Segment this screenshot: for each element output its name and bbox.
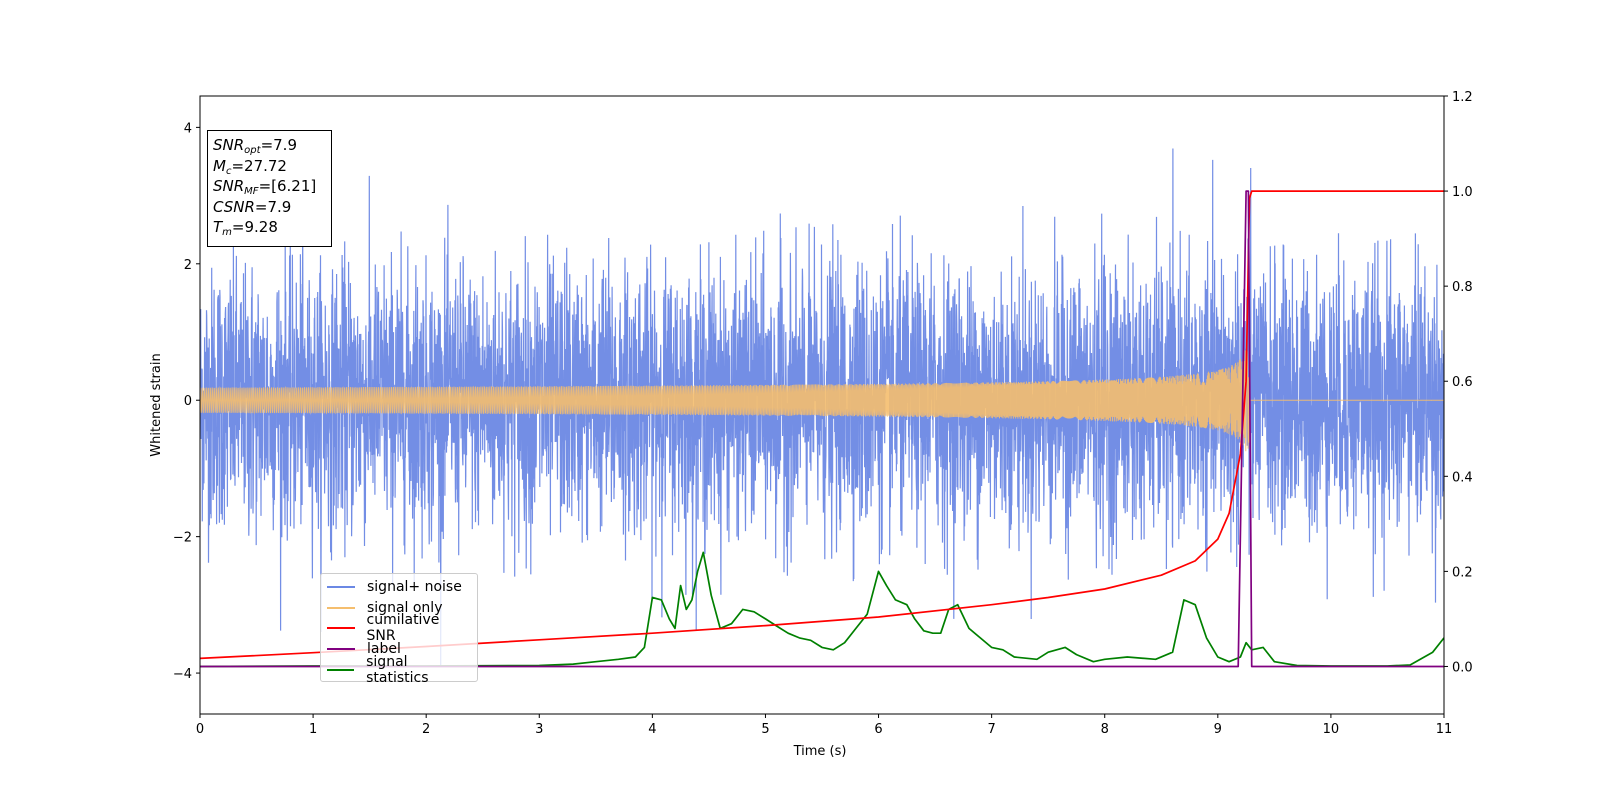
x-tick-label: 5 (761, 722, 769, 737)
legend-label: signal+ noise (367, 579, 462, 596)
y-right-tick-label: 1.0 (1452, 185, 1473, 200)
parameters-box: SNRopt=7.9 Mc=27.72 SNRMF=[6.21] CSNR=7.… (207, 130, 332, 247)
legend-swatch-noise (327, 586, 355, 589)
merger-time-value: =9.28 (231, 218, 278, 236)
x-tick-label: 6 (874, 722, 882, 737)
legend-swatch-statistics (327, 668, 355, 671)
y-left-tick-label: 4 (184, 121, 192, 136)
snr-mf-label: SNR (213, 177, 245, 195)
x-tick-label: 2 (422, 722, 430, 737)
x-tick-label: 10 (1323, 722, 1340, 737)
x-tick-label: 11 (1436, 722, 1453, 737)
snr-mf-line: SNRMF=[6.21] (213, 176, 326, 197)
y-left-tick-label: −2 (173, 531, 192, 546)
x-axis-label: Time (s) (793, 744, 847, 759)
series-signal-only (200, 350, 1444, 452)
plot-area (200, 148, 1444, 668)
csnr-line: CSNR=7.9 (213, 197, 326, 218)
y-left-axis-label: Whitened strain (149, 353, 164, 456)
series-signal-statistics (200, 551, 1444, 668)
y-left-tick-label: −4 (173, 667, 192, 682)
legend-label: signal only (367, 599, 443, 616)
y-right-tick-label: 0.8 (1452, 280, 1473, 295)
y-left-tick-label: 2 (184, 258, 192, 273)
legend: signal+ noise signal only cumilative SNR… (320, 573, 478, 686)
legend-swatch-cumulative-snr (327, 627, 355, 630)
legend-item: signal+ noise (327, 577, 471, 598)
merger-time-line: Tm=9.28 (213, 217, 326, 238)
legend-item: cumilative SNR (327, 612, 471, 644)
merger-time-label: T (213, 218, 223, 236)
y-right-tick-label: 0.0 (1452, 660, 1473, 675)
csnr-label: CSNR (213, 197, 255, 216)
y-left-tick-label: 0 (184, 394, 192, 409)
y-right-tick-label: 0.2 (1452, 565, 1473, 580)
x-tick-label: 1 (309, 722, 317, 737)
csnr-value: =7.9 (254, 197, 292, 216)
chirp-mass-line: Mc=27.72 (213, 156, 326, 177)
legend-item: signal only (327, 598, 471, 619)
snr-opt-value: =7.9 (260, 136, 297, 154)
snr-opt-line: SNRopt=7.9 (213, 135, 326, 156)
x-tick-label: 0 (196, 722, 204, 737)
x-tick-label: 9 (1214, 722, 1222, 737)
legend-label: label (367, 641, 401, 658)
legend-swatch-label (327, 648, 355, 651)
x-tick-label: 3 (535, 722, 543, 737)
snr-mf-value: =[6.21] (258, 177, 317, 195)
merger-time-subscript: m (222, 227, 232, 238)
series-signal-noise (200, 148, 1444, 666)
snr-mf-subscript: MF (244, 186, 259, 197)
x-axis-ticks: 0 1 2 3 4 5 6 7 8 9 10 11 (196, 714, 1452, 737)
chirp-mass-subscript: c (225, 165, 232, 177)
x-tick-label: 8 (1101, 722, 1109, 737)
chirp-mass-value: =27.72 (231, 156, 287, 175)
legend-label: cumilative SNR (366, 612, 440, 645)
snr-opt-label: SNR (213, 136, 245, 154)
x-tick-label: 4 (648, 722, 656, 737)
y-right-axis-ticks: 0.0 0.2 0.4 0.6 0.8 1.0 1.2 (1444, 90, 1473, 675)
series-cumulative-snr (200, 190, 1444, 660)
legend-label: signal statistics (366, 653, 429, 686)
series-label (200, 190, 1444, 668)
legend-swatch-signal (327, 606, 355, 609)
x-tick-label: 7 (987, 722, 995, 737)
y-right-tick-label: 0.6 (1452, 375, 1473, 390)
y-left-axis-ticks: −4 −2 0 2 4 (173, 121, 200, 682)
snr-opt-subscript: opt (244, 145, 261, 156)
plot-frame (199, 95, 1445, 715)
legend-item: label (327, 639, 471, 660)
legend-item: signal statistics (327, 654, 471, 686)
y-right-tick-label: 1.2 (1452, 90, 1473, 105)
y-right-tick-label: 0.4 (1452, 470, 1473, 485)
chirp-mass-label: M (213, 156, 226, 175)
